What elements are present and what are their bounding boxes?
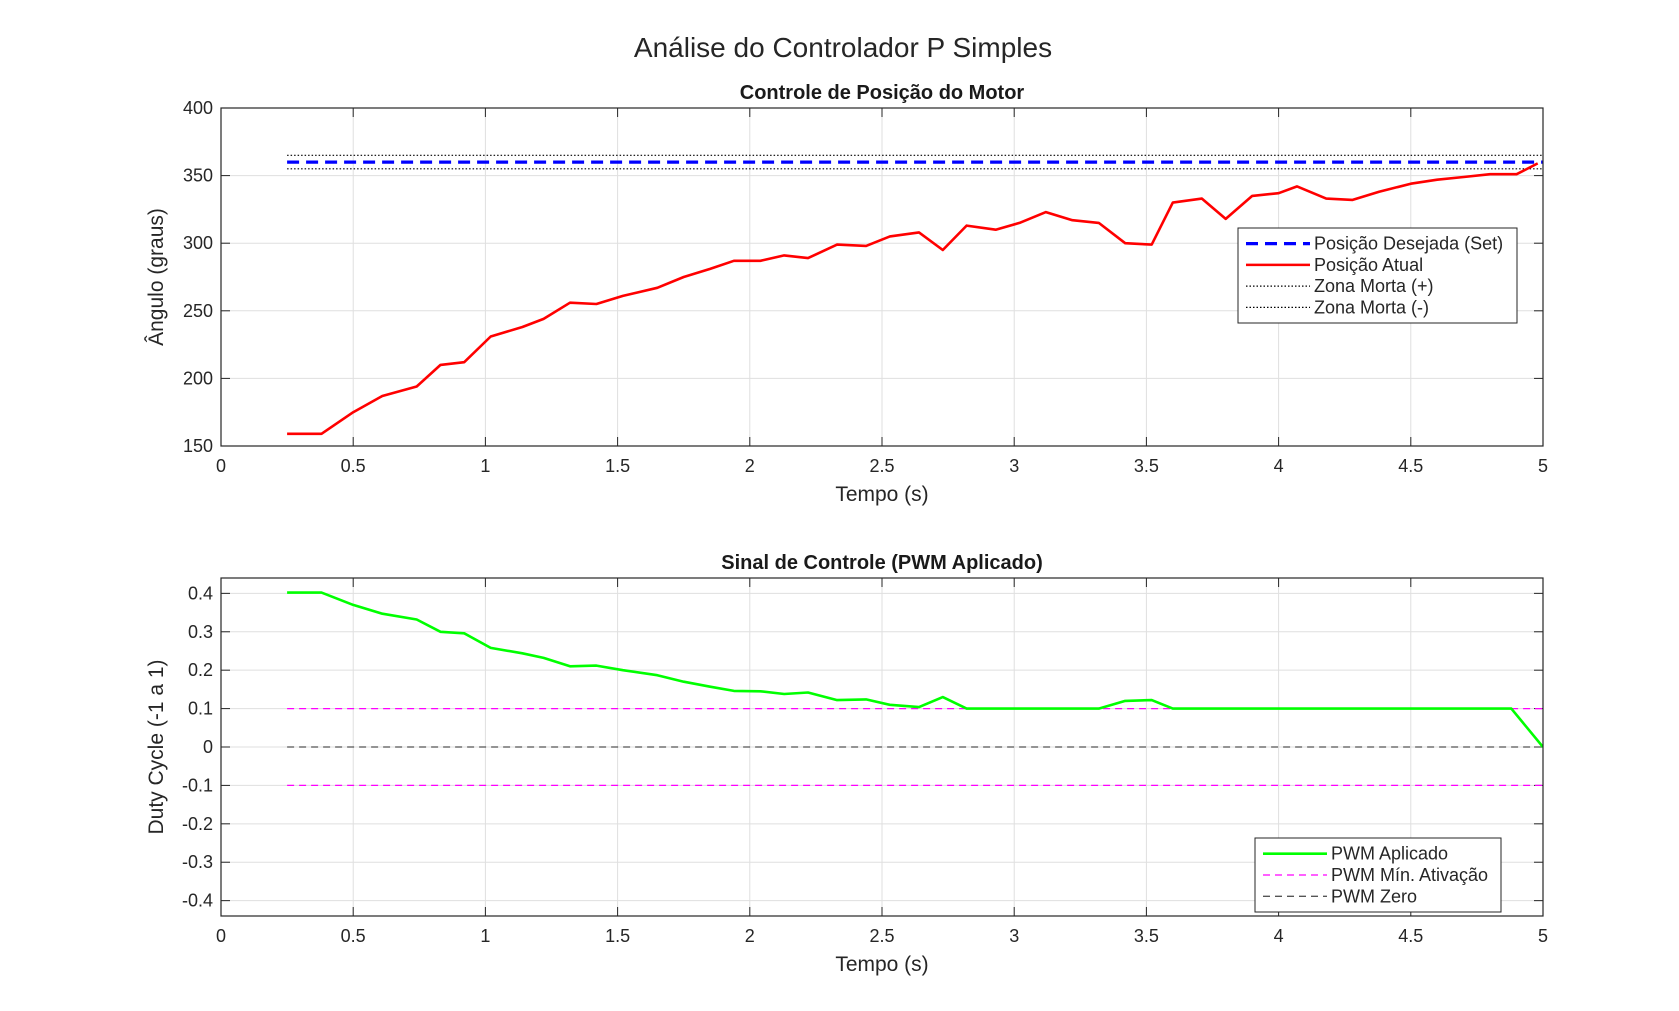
legend-label: PWM Mín. Ativação (1331, 865, 1488, 885)
axes-title: Sinal de Controle (PWM Aplicado) (721, 552, 1042, 574)
x-axis-label: Tempo (s) (835, 953, 928, 976)
y-tick-label: -0.4 (182, 891, 213, 911)
data-layer (287, 591, 1543, 787)
data-layer (287, 154, 1543, 436)
x-tick-label: 0 (216, 456, 226, 476)
x-tick-label: 3.5 (1134, 456, 1159, 476)
x-tick-label: 0.5 (341, 456, 366, 476)
axes-position: 0 0.5 1 1.5 2 2.5 3 3.5 4 4.5 5 150 200 250 300 350 400 C… (145, 82, 1548, 506)
y-tick-label: 400 (183, 98, 213, 118)
x-tick-label: 1 (480, 456, 490, 476)
x-tick-label: 5 (1538, 926, 1548, 946)
legend-label: Zona Morta (+) (1314, 276, 1434, 296)
y-tick-label: -0.2 (182, 814, 213, 834)
y-tick-label: 0.1 (188, 699, 213, 719)
legend-label: Posição Atual (1314, 255, 1423, 275)
x-tick-label: 2 (745, 926, 755, 946)
axes-title: Controle de Posição do Motor (740, 82, 1025, 104)
legend: Posição Desejada (Set)Posição AtualZona … (1237, 227, 1518, 324)
y-axis-label: Duty Cycle (-1 a 1) (145, 659, 168, 834)
x-tick-label: 2.5 (869, 926, 894, 946)
axes-frame (220, 107, 1544, 447)
x-axis-label: Tempo (s) (835, 483, 928, 506)
y-tick-label: 200 (183, 368, 213, 388)
legend-box (1254, 837, 1502, 913)
x-tick-label: 3 (1009, 456, 1019, 476)
x-tick-label: 4 (1274, 926, 1284, 946)
x-tick-label: 5 (1538, 456, 1548, 476)
legend-label: Posição Desejada (Set) (1314, 234, 1503, 254)
x-tick-label: 0.5 (341, 926, 366, 946)
legend-label: PWM Zero (1331, 886, 1417, 906)
y-tick-label: -0.1 (182, 775, 213, 795)
x-tick-label: 3.5 (1134, 926, 1159, 946)
x-tick-label: 1.5 (605, 926, 630, 946)
y-tick-label: 0.3 (188, 622, 213, 642)
series-line-pwm-aplicado (287, 591, 1543, 748)
x-tick-label: 4.5 (1398, 926, 1423, 946)
y-tick-label: 250 (183, 301, 213, 321)
x-tick-label: 3 (1009, 926, 1019, 946)
y-tick-label: 150 (183, 436, 213, 456)
figure-suptitle: Análise do Controlador P Simples (634, 32, 1052, 63)
y-tick-label: 0.2 (188, 660, 213, 680)
axes-pwm: 0 0.5 1 1.5 2 2.5 3 3.5 4 4.5 5 -0.4 -0.3 -0.2 -0.1 0 0.… (145, 552, 1548, 976)
y-tick-label: 0.4 (188, 583, 213, 603)
axes-frame (220, 577, 1544, 917)
x-tick-label: 1 (480, 926, 490, 946)
x-tick-label: 0 (216, 926, 226, 946)
x-tick-label: 4 (1274, 456, 1284, 476)
y-tick-label: 0 (203, 737, 213, 757)
series-line-posi-o-atual (287, 162, 1539, 436)
x-tick-label: 4.5 (1398, 456, 1423, 476)
legend-label: PWM Aplicado (1331, 844, 1448, 864)
x-tick-label: 2 (745, 456, 755, 476)
y-tick-label: 300 (183, 233, 213, 253)
legend-label: Zona Morta (-) (1314, 297, 1429, 317)
x-tick-label: 2.5 (869, 456, 894, 476)
y-tick-label: -0.3 (182, 852, 213, 872)
x-tick-label: 1.5 (605, 456, 630, 476)
y-tick-label: 350 (183, 166, 213, 186)
y-axis-label: Ângulo (graus) (145, 208, 168, 346)
